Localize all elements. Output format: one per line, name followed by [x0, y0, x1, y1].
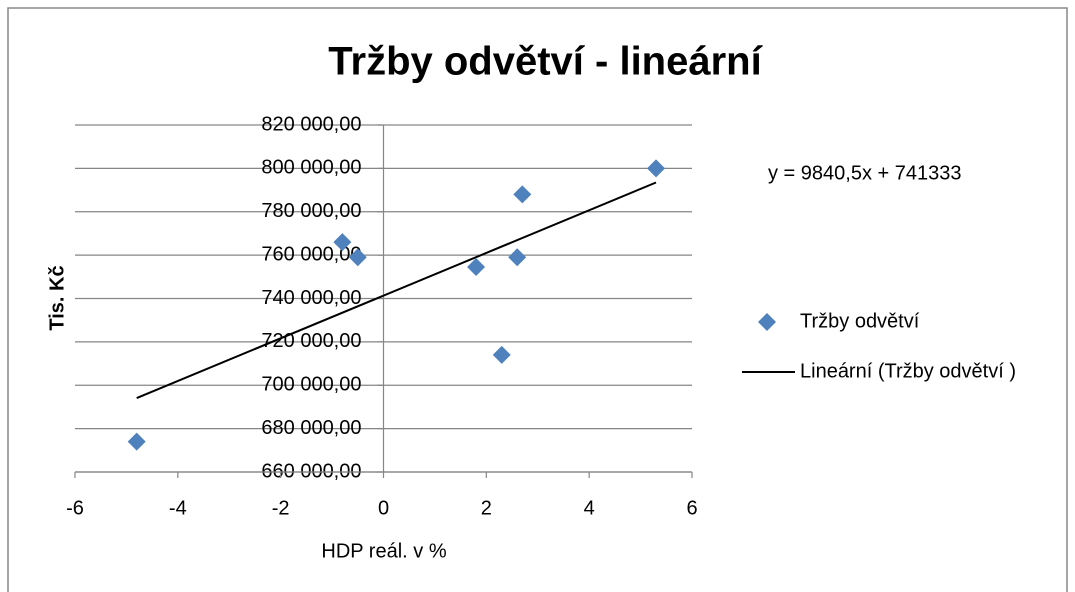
x-tick-label: 2	[481, 497, 492, 519]
x-axis-label: HDP reál. v %	[321, 540, 446, 562]
point	[513, 185, 532, 204]
legend-label: Lineární (Tržby odvětví )	[800, 360, 1016, 382]
y-tick-label: 780 000,00	[261, 200, 361, 222]
y-axis-label: Tis. Kč	[46, 265, 68, 330]
x-tick-label: -4	[169, 497, 187, 519]
chart-frame	[7, 7, 1068, 592]
point	[492, 345, 511, 364]
point	[508, 248, 527, 267]
trendline	[136, 181, 657, 399]
y-tick-label: 700 000,00	[261, 374, 361, 396]
point	[348, 248, 367, 267]
point	[647, 159, 666, 178]
point	[467, 258, 486, 277]
y-tick-label: 720 000,00	[261, 330, 361, 352]
legend-marker	[758, 313, 776, 331]
y-tick-label: 800 000,00	[261, 157, 361, 179]
y-tick-label: 820 000,00	[261, 113, 361, 135]
y-tick-label: 660 000,00	[261, 460, 361, 482]
point	[333, 233, 352, 252]
legend-label: Tržby odvětví	[800, 310, 920, 332]
x-tick-label: 0	[378, 497, 389, 519]
x-tick-label: 6	[686, 497, 697, 519]
x-tick-label: 4	[584, 497, 595, 519]
trendline-equation: y = 9840,5x + 741333	[768, 162, 962, 184]
x-tick-label: -2	[272, 497, 290, 519]
y-tick-label: 680 000,00	[261, 417, 361, 439]
y-tick-label: 760 000,00	[261, 243, 361, 265]
chart-title: Tržby odvětví - lineární	[328, 40, 763, 84]
y-tick-label: 740 000,00	[261, 287, 361, 309]
point	[127, 432, 146, 451]
x-tick-label: -6	[66, 497, 84, 519]
